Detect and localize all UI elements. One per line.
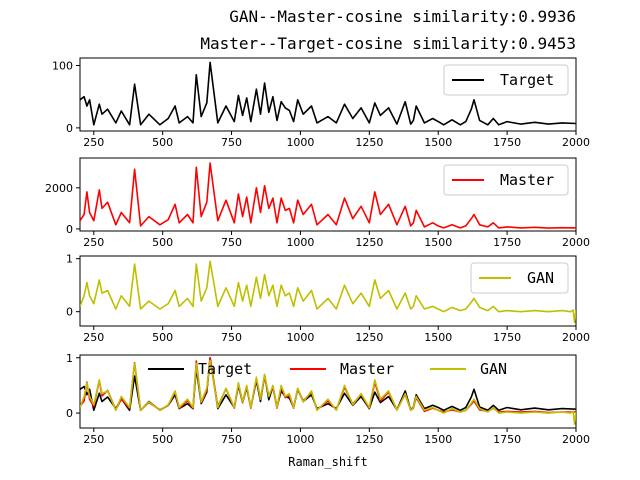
x-tick-label: 1000: [286, 136, 314, 149]
legend-label-target: Target: [500, 71, 554, 89]
x-tick-label: 2000: [562, 331, 590, 344]
legend-label-master: Master: [340, 360, 394, 378]
y-tick-label: 0: [66, 223, 73, 236]
x-tick-label: 1000: [286, 433, 314, 446]
y-tick-label: 0: [66, 306, 73, 319]
x-tick-label: 500: [152, 433, 173, 446]
x-tick-label: 2000: [562, 433, 590, 446]
series-line-gan: [80, 359, 576, 425]
legend-box: [443, 164, 569, 196]
x-tick-label: 250: [83, 433, 104, 446]
plot-frame-2: [79, 157, 577, 232]
x-tick-label: 500: [152, 236, 173, 249]
x-tick-label: 1500: [424, 331, 452, 344]
legend-label-gan: GAN: [527, 269, 554, 287]
legend-label-master: Master: [500, 171, 554, 189]
x-tick-label: 1250: [355, 331, 383, 344]
series-line-target: [80, 61, 576, 126]
y-tick-label: 1: [66, 253, 73, 266]
x-tick-label: 250: [83, 236, 104, 249]
legend-label-target: Target: [198, 360, 252, 378]
x-tick-label: 1750: [493, 331, 521, 344]
y-tick-label: 2000: [45, 182, 73, 195]
x-tick-label: 1750: [493, 136, 521, 149]
plot-frame-1: [79, 57, 577, 132]
x-tick-label: 750: [221, 136, 242, 149]
y-tick-label: 0: [66, 407, 73, 420]
y-tick-label: 100: [52, 59, 73, 72]
series-line-master: [80, 162, 576, 229]
x-tick-label: 1250: [355, 433, 383, 446]
plot-frame-4: [79, 354, 577, 429]
x-tick-label: 1750: [493, 236, 521, 249]
chart-title-gan-master: GAN--Master-cosine similarity:0.9936: [229, 7, 576, 26]
x-tick-label: 2000: [562, 136, 590, 149]
x-tick-label: 750: [221, 331, 242, 344]
x-tick-label: 2000: [562, 236, 590, 249]
y-tick-label: 0: [66, 122, 73, 135]
x-tick-label: 250: [83, 331, 104, 344]
x-tick-label: 1500: [424, 433, 452, 446]
x-tick-label: 1500: [424, 136, 452, 149]
x-tick-label: 1000: [286, 331, 314, 344]
chart-title-master-target: Master--Target-cosine similarity:0.9453: [200, 34, 576, 53]
x-axis-label: Raman_shift: [288, 455, 367, 469]
x-tick-label: 1750: [493, 433, 521, 446]
series-line-gan: [80, 260, 576, 324]
x-tick-label: 1250: [355, 236, 383, 249]
plot-frame-3: [79, 255, 577, 327]
legend-label-gan: GAN: [480, 360, 507, 378]
x-tick-label: 750: [221, 433, 242, 446]
x-tick-label: 500: [152, 136, 173, 149]
x-tick-label: 1250: [355, 136, 383, 149]
x-tick-label: 1000: [286, 236, 314, 249]
x-tick-label: 500: [152, 331, 173, 344]
x-tick-label: 1500: [424, 236, 452, 249]
legend-box: [443, 64, 569, 96]
legend-box: [470, 262, 569, 294]
x-tick-label: 750: [221, 236, 242, 249]
x-tick-label: 250: [83, 136, 104, 149]
y-tick-label: 1: [66, 352, 73, 365]
